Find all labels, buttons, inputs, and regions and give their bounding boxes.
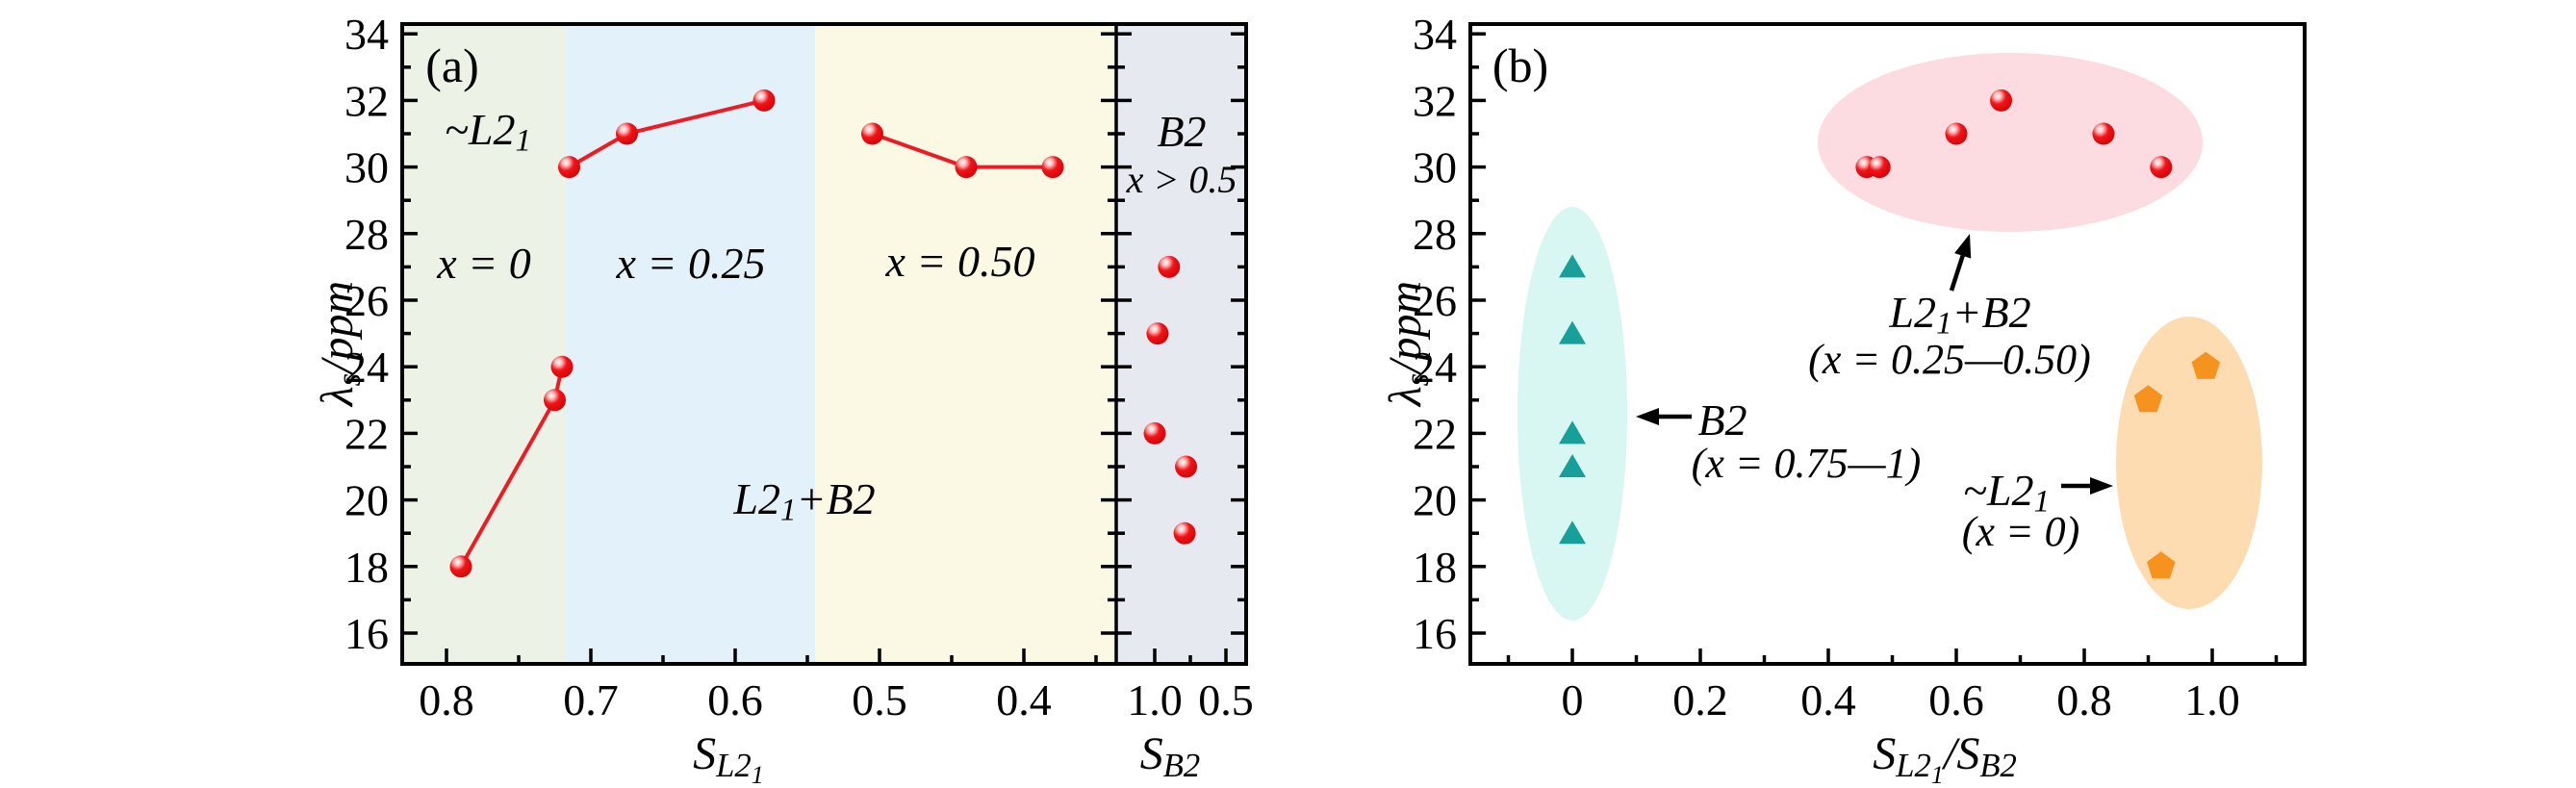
y-tick-label: 20: [344, 475, 389, 524]
x-tick-label: 0.2: [1672, 675, 1728, 724]
l21-b2-cluster: [1818, 53, 2203, 232]
data-point-pentagon: [2191, 351, 2221, 379]
y-tick-label: 30: [1413, 142, 1457, 191]
annotation-label: ~L21: [1963, 466, 2050, 520]
data-point-sphere: [1158, 255, 1181, 278]
data-point-sphere: [616, 122, 638, 145]
data-point-sphere: [544, 389, 566, 412]
x-tick-label: 1.0: [1127, 675, 1183, 724]
phase-band: [815, 24, 1116, 664]
y-tick-label: 26: [344, 276, 389, 325]
phase-band: [402, 24, 566, 664]
plot-frame: [400, 22, 1248, 666]
data-point-sphere: [1175, 455, 1198, 478]
annotation-label: (x = 0): [1962, 508, 2080, 555]
data-point-sphere: [1868, 156, 1891, 179]
annotation-label: (x = 0.75—1): [1692, 440, 1922, 487]
annotation-label: x > 0.5: [1126, 158, 1237, 201]
b2-cluster: [1518, 207, 1627, 621]
y-tick-label: 24: [1413, 343, 1457, 392]
y-tick-label: 18: [1413, 542, 1457, 591]
data-point-sphere: [861, 122, 883, 145]
x-tick-label: 0.4: [996, 675, 1052, 724]
y-tick-label: 16: [344, 609, 389, 658]
data-point-sphere: [1146, 322, 1169, 345]
y-tick-label: 32: [1413, 76, 1457, 125]
annotation-label: x = 0.50: [885, 237, 1035, 286]
arrowhead-icon: [1954, 234, 1972, 259]
y-tick-label: 24: [344, 343, 389, 392]
annotation-label: B2: [1697, 395, 1747, 445]
x-axis-title: SL21: [693, 728, 764, 788]
annotation-label: L21+B2: [732, 474, 875, 528]
data-point-sphere: [550, 355, 574, 378]
data-point-sphere: [1945, 122, 1968, 145]
annotation-label: B2: [1157, 107, 1206, 156]
data-point-sphere: [1173, 521, 1196, 545]
data-point-triangle: [1559, 521, 1586, 545]
data-point-triangle: [1559, 454, 1586, 477]
arrowhead-icon: [1636, 408, 1659, 425]
data-point-sphere: [2092, 122, 2115, 145]
annotation-label: (b): [1492, 38, 1548, 92]
-l21-cluster: [2116, 317, 2262, 609]
data-point-triangle: [1559, 320, 1586, 344]
y-axis-title: λs/ppm: [1380, 281, 1437, 408]
data-point-pentagon: [2133, 385, 2163, 413]
x-tick-label: 0: [1562, 675, 1584, 724]
y-tick-label: 34: [1413, 10, 1457, 59]
data-point-sphere: [558, 156, 580, 179]
y-tick-label: 22: [344, 409, 389, 458]
annotation-label: x = 0.25: [616, 239, 766, 288]
y-tick-label: 30: [344, 142, 389, 191]
y-axis-title: λs/ppm: [312, 281, 369, 408]
x-tick-label: 0.8: [2056, 675, 2112, 724]
plot-frame: [1468, 22, 2307, 666]
x-tick-label: 0.7: [563, 675, 619, 724]
y-tick-label: 32: [344, 76, 389, 125]
y-tick-label: 20: [1413, 475, 1457, 524]
arrowhead-icon: [2090, 477, 2113, 495]
data-point-pentagon: [2147, 551, 2176, 579]
annotation-label: (x = 0.25—0.50): [1808, 336, 2091, 383]
annotation-label: (a): [425, 38, 479, 92]
x-tick-label: 0.8: [419, 675, 474, 724]
y-tick-label: 28: [1413, 209, 1457, 258]
annotation-label: L21+B2: [1888, 288, 2030, 342]
data-point-sphere: [449, 555, 472, 578]
y-tick-label: 34: [344, 10, 389, 59]
y-tick-label: 28: [344, 209, 389, 258]
x-tick-label: 0.6: [707, 675, 763, 724]
x-tick-label: 0.5: [1198, 675, 1254, 724]
x-tick-label: 1.0: [2184, 675, 2240, 724]
x-axis-title: SL21/SB2: [1873, 728, 2017, 788]
y-tick-label: 22: [1413, 409, 1457, 458]
data-point-sphere: [955, 156, 978, 179]
annotation-label: x = 0: [436, 239, 530, 288]
x-tick-label: 0.6: [1928, 675, 1984, 724]
data-point-sphere: [1041, 156, 1064, 179]
phase-band: [566, 24, 815, 664]
phase-band: [1116, 24, 1246, 664]
x-tick-label: 0.5: [852, 675, 907, 724]
data-point-triangle: [1559, 420, 1586, 445]
data-point-triangle: [1559, 254, 1586, 278]
y-tick-label: 18: [344, 542, 389, 591]
x-tick-label: 0.4: [1800, 675, 1856, 724]
arrow-to-pink-ellipse: [1949, 251, 1967, 292]
data-point-sphere: [1990, 89, 2013, 112]
y-tick-label: 16: [1413, 609, 1457, 658]
data-point-sphere: [1143, 421, 1166, 445]
data-point-sphere: [752, 89, 776, 112]
annotation-label: ~L21: [445, 105, 531, 159]
panel-b: 0 0.2 0.4 0.6 0.8 1.0 SL21/SB2 16 18 20 22 24 26 28 30…: [1380, 10, 2307, 788]
y-tick-label: 26: [1413, 276, 1457, 325]
data-point-sphere: [2150, 156, 2173, 179]
x-axis-title: SB2: [1140, 728, 1200, 785]
